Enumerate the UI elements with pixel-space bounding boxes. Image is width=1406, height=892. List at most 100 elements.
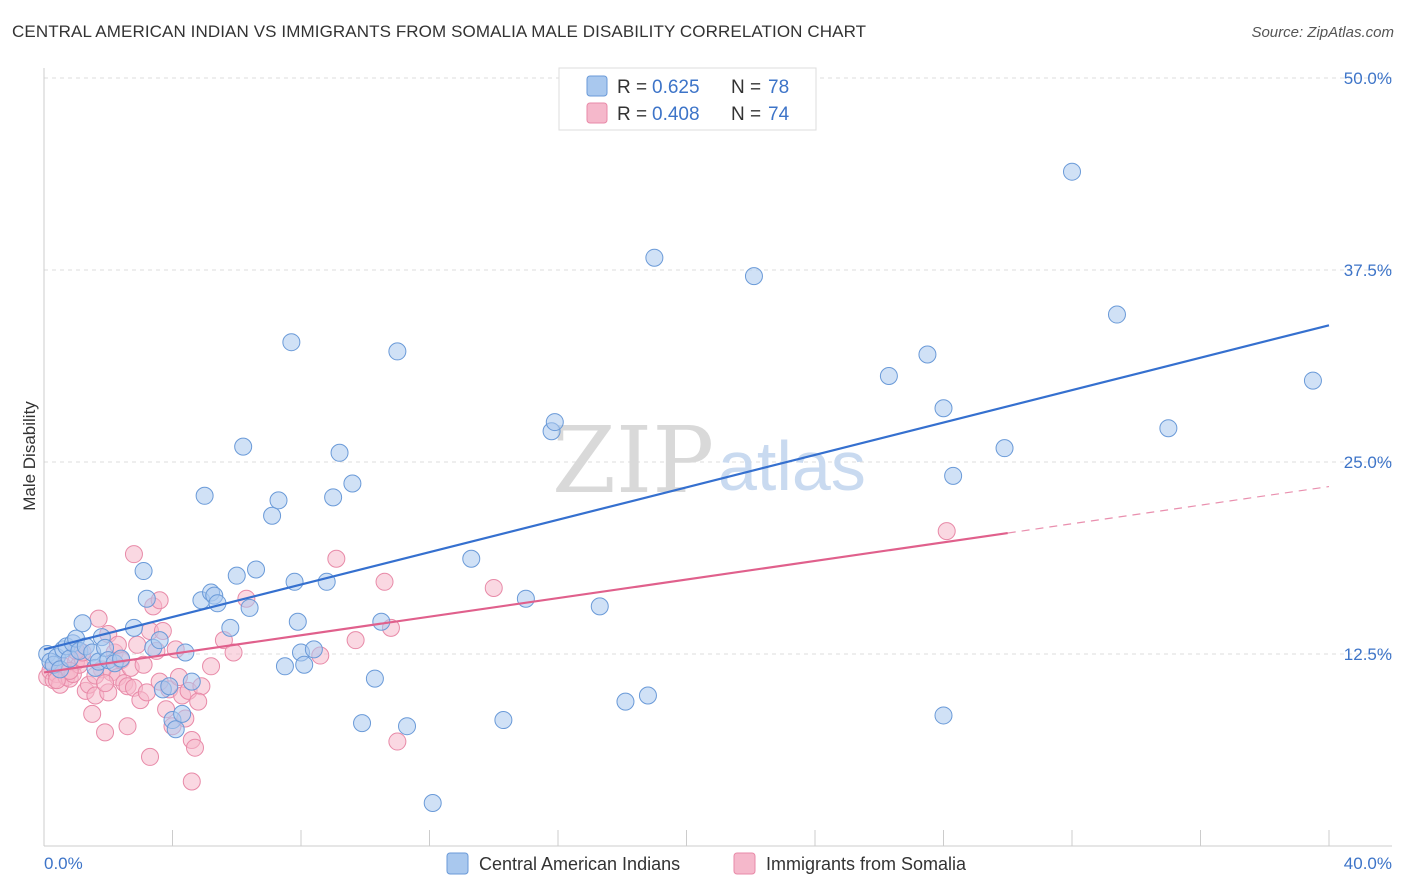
- somalia-point-53: [327, 549, 346, 568]
- somalia-point-54: [346, 631, 365, 650]
- legend-r-label-pink: R =: [617, 104, 647, 125]
- legend-n-value-pink: 74: [768, 104, 790, 125]
- somalia-point-18: [96, 723, 115, 742]
- legend-n-label-blue: N =: [731, 77, 761, 98]
- y-tick-labels: 12.5% 25.0% 37.5% 50.0%: [1344, 69, 1392, 664]
- legend-r-value-pink: 0.408: [652, 104, 700, 125]
- cai-point-75: [995, 439, 1014, 458]
- watermark-zip: ZIP: [552, 407, 714, 514]
- somalia-point-48: [202, 657, 221, 676]
- cai-point-11: [73, 614, 92, 633]
- legend-swatch-pink: [586, 102, 608, 124]
- y-tick-label-0: 12.5%: [1344, 645, 1392, 664]
- cai-point-59: [388, 342, 407, 361]
- cai-point-23: [137, 589, 156, 608]
- cai-point-76: [1063, 162, 1081, 181]
- cai-point-55: [343, 474, 362, 493]
- cai-point-65: [545, 413, 564, 432]
- legend-top: R = 0.625 N = 78 R = 0.408 N = 74: [558, 67, 817, 131]
- legend-swatch-blue: [586, 75, 608, 97]
- cai-point-42: [247, 560, 266, 579]
- cai-point-57: [365, 669, 384, 688]
- cai-point-48: [288, 612, 307, 631]
- somalia-point-56: [388, 732, 407, 751]
- cai-point-43: [263, 506, 282, 525]
- cai-point-78: [1159, 419, 1178, 438]
- cai-point-38: [221, 618, 240, 637]
- trend-line-somalia-extension: [1007, 485, 1330, 534]
- cai-point-67: [616, 692, 635, 711]
- x-ticks: [43, 830, 1330, 846]
- legend-bottom-label-blue: Central American Indians: [479, 854, 680, 874]
- cai-point-72: [918, 345, 937, 364]
- somalia-point-16: [89, 609, 108, 628]
- cai-point-25: [150, 631, 169, 650]
- axes: [43, 68, 1392, 847]
- cai-point-80: [934, 706, 953, 725]
- trend-line-somalia: [43, 531, 1008, 674]
- y-tick-label-3: 50.0%: [1344, 69, 1392, 88]
- cai-point-40: [234, 437, 253, 456]
- cai-point-56: [353, 714, 372, 733]
- chart-title: CENTRAL AMERICAN INDIAN VS IMMIGRANTS FR…: [12, 22, 867, 41]
- somalia-point-59: [141, 747, 160, 766]
- cai-point-60: [398, 717, 417, 736]
- cai-point-34: [195, 486, 214, 505]
- cai-point-62: [494, 711, 513, 730]
- legend-r-label-blue: R =: [617, 77, 647, 98]
- cai-point-51: [304, 640, 323, 659]
- cai-point-54: [330, 443, 349, 462]
- somalia-point-55: [375, 572, 394, 591]
- cai-point-74: [944, 466, 963, 485]
- cai-point-70: [744, 267, 763, 286]
- legend-bottom: Central American Indians Immigrants from…: [446, 852, 967, 875]
- cai-point-39: [227, 566, 246, 585]
- series-somalia-points: [38, 522, 956, 791]
- cai-point-27: [160, 677, 179, 696]
- x-tick-label-max: 40.0%: [1344, 854, 1392, 873]
- legend-bottom-swatch-blue: [446, 852, 469, 875]
- trend-lines: [43, 324, 1330, 674]
- legend-r-value-blue: 0.625: [652, 77, 700, 98]
- y-tick-label-2: 37.5%: [1344, 261, 1392, 280]
- somalia-point-69: [189, 692, 208, 711]
- somalia-point-46: [185, 738, 204, 757]
- cai-point-50: [295, 655, 314, 674]
- somalia-point-57: [484, 578, 503, 597]
- cai-point-20: [112, 649, 131, 668]
- gridlines: [44, 77, 1392, 655]
- cai-point-29: [166, 720, 185, 739]
- cai-point-41: [240, 598, 259, 617]
- cai-point-66: [590, 597, 609, 616]
- legend-bottom-label-pink: Immigrants from Somalia: [766, 854, 967, 874]
- legend-n-label-pink: N =: [731, 104, 761, 125]
- cai-point-68: [638, 686, 657, 705]
- source-label: Source: ZipAtlas.com: [1251, 24, 1394, 41]
- somalia-point-30: [134, 655, 153, 674]
- cai-point-45: [275, 657, 294, 676]
- cai-point-77: [1107, 305, 1126, 324]
- somalia-point-60: [182, 772, 201, 791]
- somalia-point-67: [118, 717, 137, 736]
- watermark: ZIP atlas: [552, 407, 866, 514]
- somalia-point-14: [83, 704, 102, 723]
- cai-point-46: [282, 333, 301, 352]
- somalia-point-70: [937, 522, 956, 541]
- y-tick-label-1: 25.0%: [1344, 453, 1392, 472]
- cai-point-44: [269, 491, 288, 510]
- somalia-point-73: [96, 674, 115, 693]
- watermark-atlas: atlas: [718, 427, 866, 505]
- x-tick-label-min: 0.0%: [44, 854, 83, 873]
- cai-point-73: [934, 399, 953, 418]
- legend-bottom-swatch-pink: [733, 852, 756, 875]
- legend-n-value-blue: 78: [768, 77, 789, 98]
- cai-point-32: [182, 672, 201, 691]
- cai-point-53: [324, 488, 343, 507]
- cai-point-79: [1303, 371, 1322, 390]
- somalia-point-58: [124, 545, 143, 564]
- cai-point-30: [173, 704, 192, 723]
- cai-point-69: [645, 248, 664, 267]
- cai-point-81: [423, 793, 442, 812]
- trend-line-cai: [43, 324, 1330, 651]
